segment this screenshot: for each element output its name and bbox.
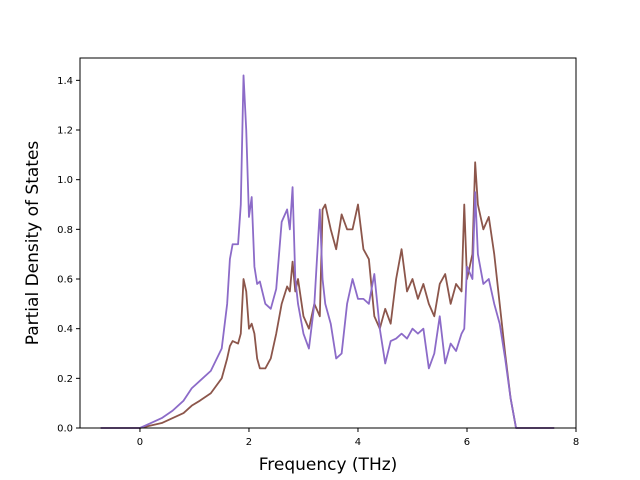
x-tick-label: 8 bbox=[573, 437, 579, 448]
x-tick-label: 0 bbox=[137, 437, 143, 448]
y-tick-label: 1.2 bbox=[57, 126, 73, 137]
series-line-1 bbox=[100, 161, 555, 429]
series-line-2 bbox=[100, 74, 555, 429]
y-tick-label: 1.0 bbox=[57, 175, 73, 186]
plot-frame bbox=[79, 57, 577, 429]
y-tick-label: 0.6 bbox=[57, 275, 73, 286]
x-axis-label: Frequency (THz) bbox=[259, 455, 398, 475]
y-tick-label: 1.4 bbox=[57, 76, 73, 87]
y-tick-label: 0.8 bbox=[57, 225, 73, 236]
x-tick-label: 2 bbox=[246, 437, 252, 448]
series-layer bbox=[100, 74, 555, 429]
x-tick-label: 6 bbox=[464, 437, 470, 448]
x-axis: 0 2 4 6 8 bbox=[137, 428, 579, 448]
y-tick-label: 0.2 bbox=[57, 374, 73, 385]
y-tick-label: 0.4 bbox=[57, 324, 73, 335]
y-tick-label: 0.0 bbox=[57, 424, 73, 435]
y-axis-label: Partial Density of States bbox=[23, 141, 43, 346]
y-axis: 0.0 0.2 0.4 0.6 0.8 1.0 1.2 1.4 bbox=[57, 76, 80, 435]
x-tick-label: 4 bbox=[355, 437, 361, 448]
